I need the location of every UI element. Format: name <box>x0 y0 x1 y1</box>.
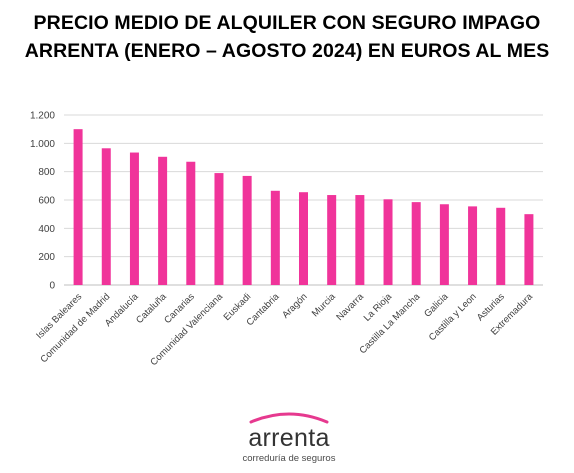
bar-5 <box>186 161 196 285</box>
bar-3 <box>129 152 139 285</box>
bar-17 <box>524 214 534 285</box>
gridlines <box>64 114 543 286</box>
bar-10 <box>327 195 337 285</box>
y-tick-label: 200 <box>38 252 55 263</box>
bar-14 <box>439 204 449 285</box>
bar-7 <box>242 175 252 285</box>
logo-arc-icon <box>249 412 329 424</box>
bar-15 <box>468 206 478 285</box>
bar-1 <box>73 129 83 285</box>
bar-12 <box>383 199 393 285</box>
chart-title-line-1: PRECIO MEDIO DE ALQUILER CON SEGURO IMPA… <box>33 12 541 34</box>
y-tick-label: 400 <box>38 224 55 235</box>
bars <box>73 129 534 285</box>
bar-4 <box>158 156 168 285</box>
bar-9 <box>299 192 308 285</box>
bar-8 <box>270 190 280 285</box>
bar-16 <box>496 207 506 285</box>
arrenta-logo: arrenta correduría de seguros <box>229 408 349 468</box>
y-tick-label: 0 <box>49 281 55 292</box>
y-tick-label: 1.200 <box>30 111 55 122</box>
y-tick-label: 600 <box>38 196 55 207</box>
y-tick-label: 800 <box>38 167 55 178</box>
x-tick-label: Aragón <box>280 291 309 320</box>
y-tick-label: 1.000 <box>30 139 55 150</box>
x-tick-label: Navarra <box>334 291 366 323</box>
logo-tagline: correduría de seguros <box>242 453 336 464</box>
bar-2 <box>101 148 111 285</box>
logo-wordmark: arrenta <box>248 424 330 452</box>
y-axis-ticks: 0 200 400 600 800 1.000 1.200 <box>30 111 55 292</box>
chart-title: PRECIO MEDIO DE ALQUILER CON SEGURO IMPA… <box>0 9 574 65</box>
bar-chart: 0 200 400 600 800 1.000 1.200 Islas BalearesCo… <box>30 111 543 368</box>
bar-11 <box>355 195 365 285</box>
bar-6 <box>214 173 224 285</box>
bar-13 <box>411 202 421 285</box>
chart-title-line-2: ARRENTA (ENERO – AGOSTO 2024) EN EUROS A… <box>24 40 550 62</box>
